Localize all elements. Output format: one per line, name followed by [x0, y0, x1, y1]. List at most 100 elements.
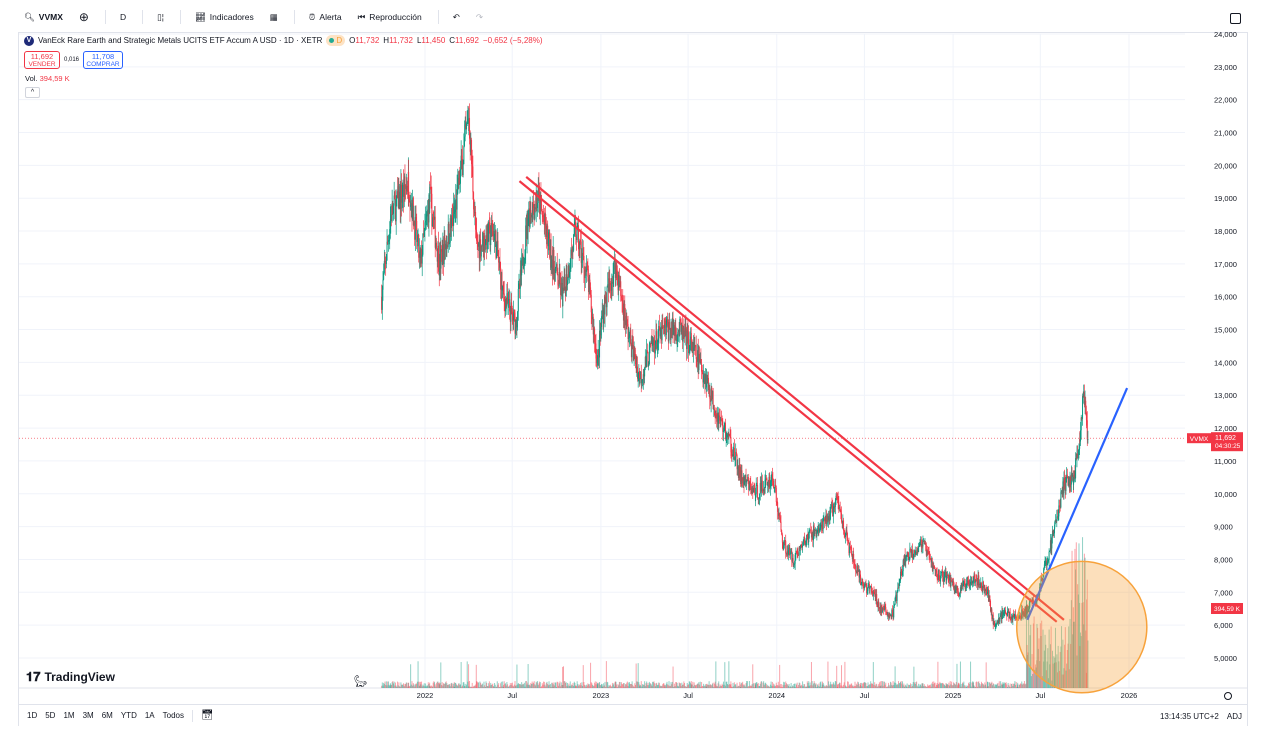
volume-bar: [699, 684, 701, 688]
sell-button[interactable]: 11,692 VENDER: [24, 51, 60, 69]
candle-body: [404, 176, 406, 187]
volume-bar: [437, 681, 439, 688]
chart-type-button[interactable]: ▯¦: [157, 12, 164, 23]
range-6m[interactable]: 6M: [101, 711, 113, 720]
templates-button[interactable]: ▦: [270, 12, 278, 23]
volume-bar: [406, 682, 408, 688]
volume-bar: [1004, 682, 1006, 688]
range-1a[interactable]: 1A: [144, 711, 155, 720]
candle-body: [438, 253, 440, 276]
adj-toggle[interactable]: ADJ: [1226, 712, 1242, 721]
volume-bar: [814, 682, 816, 688]
interval-button[interactable]: D: [119, 12, 127, 22]
volume-bar: [646, 681, 648, 688]
redo-button[interactable]: ↷: [476, 12, 483, 23]
range-5d[interactable]: 5D: [45, 711, 56, 720]
symbol-title[interactable]: VanEck Rare Earth and Strategic Metals U…: [38, 36, 323, 45]
collapse-legend-button[interactable]: ^: [25, 87, 40, 98]
candle-body: [451, 215, 453, 218]
candle-body: [726, 437, 728, 439]
candle-body: [450, 218, 452, 228]
buy-button[interactable]: 11,708 COMPRAR: [83, 51, 124, 69]
symbol-search[interactable]: 🔍︎ VVMX: [24, 12, 63, 23]
volume-bar: [438, 682, 440, 688]
tradingview-logo[interactable]: 𝟏𝟕 TradingView: [26, 669, 115, 684]
volume-bar: [637, 681, 639, 688]
market-status-badge[interactable]: D: [326, 35, 346, 46]
candle-body: [517, 311, 519, 321]
candle-body: [738, 465, 740, 478]
compare-button[interactable]: ⊕: [79, 10, 89, 24]
range-all[interactable]: Todos: [162, 711, 184, 720]
indicators-button[interactable]: 📈︎ Indicadores: [195, 12, 254, 23]
volume-bar: [482, 686, 484, 688]
undo-button[interactable]: ↶: [453, 12, 460, 23]
volume-bar: [992, 683, 994, 688]
volume-bar: [848, 685, 850, 688]
volume-bar: [381, 682, 383, 688]
candle-body: [838, 507, 840, 509]
volume-bar: [919, 684, 921, 688]
range-ytd[interactable]: YTD: [120, 711, 137, 720]
volume-bar: [868, 685, 870, 688]
volume-bar: [710, 684, 712, 688]
alert-button[interactable]: ⏰︎ Alerta: [309, 12, 342, 23]
volume-bar: [535, 681, 537, 688]
volume-bar: [821, 684, 823, 688]
range-1d[interactable]: 1D: [27, 711, 38, 720]
candle-body: [558, 285, 560, 287]
candle-body: [796, 551, 798, 553]
volume-bar: [1061, 674, 1063, 688]
candle-body: [973, 574, 975, 578]
volume-bar: [425, 686, 427, 688]
volume-bar: [940, 683, 942, 688]
volume-bar: [664, 686, 666, 688]
candle-body: [655, 331, 657, 344]
candle-body: [475, 212, 477, 230]
candle-body: [494, 230, 496, 234]
volume-bar: [899, 682, 901, 688]
volume-bar: [826, 686, 828, 688]
candle-body: [510, 302, 512, 322]
candle-body: [490, 223, 492, 237]
volume-bar: [562, 666, 564, 688]
volume-bar: [872, 662, 874, 688]
volume-bar: [894, 666, 896, 688]
replay-button[interactable]: ⏮︎ Reproducción: [358, 12, 422, 23]
volume-bar: [593, 685, 595, 688]
candle-body: [953, 581, 955, 589]
candle-body: [659, 328, 661, 337]
volume-bar: [431, 686, 433, 688]
volume-bar: [987, 682, 989, 688]
candle-body: [504, 300, 506, 312]
candle-body: [737, 466, 739, 478]
candle-body: [602, 310, 604, 324]
candle-body: [938, 570, 940, 581]
goto-date-icon[interactable]: 📅︎: [201, 710, 214, 721]
candle-body: [949, 575, 951, 581]
volume-bar: [645, 683, 647, 688]
volume-bar: [523, 684, 525, 688]
candle-body: [519, 283, 521, 289]
volume-bar: [751, 684, 753, 688]
volume-bar: [999, 685, 1001, 688]
fullscreen-button[interactable]: [1230, 13, 1241, 24]
clock[interactable]: 13:14:35 UTC+2: [1159, 712, 1219, 721]
volume-bar: [1058, 661, 1060, 688]
candle-body: [885, 607, 887, 612]
volume-bar: [656, 682, 658, 688]
volume-bar: [1056, 654, 1058, 688]
settings-gear-icon[interactable]: [1224, 692, 1232, 700]
volume-bar: [767, 685, 769, 688]
volume-bar: [634, 683, 636, 688]
range-1m[interactable]: 1M: [63, 711, 75, 720]
candle-body: [716, 415, 718, 422]
volume-bar: [519, 683, 521, 688]
candle-body: [649, 343, 651, 345]
candle-body: [597, 355, 599, 360]
dino-icon[interactable]: 🦕︎: [353, 674, 369, 688]
volume-bar: [809, 682, 811, 688]
range-3m[interactable]: 3M: [82, 711, 94, 720]
volume-bar: [792, 686, 794, 688]
